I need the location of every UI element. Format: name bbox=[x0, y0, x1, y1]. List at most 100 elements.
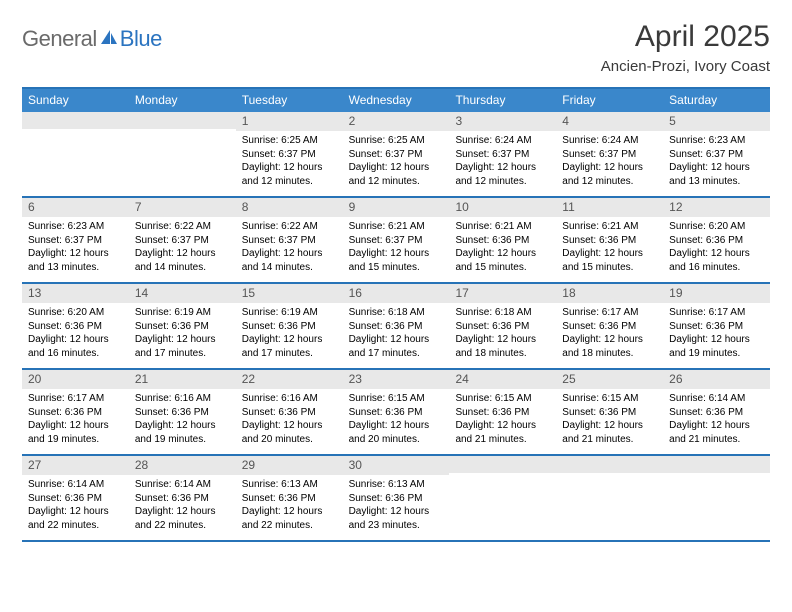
sunrise-line: Sunrise: 6:17 AM bbox=[562, 306, 657, 320]
sunrise-line: Sunrise: 6:21 AM bbox=[349, 220, 444, 234]
day-body: Sunrise: 6:19 AMSunset: 6:36 PMDaylight:… bbox=[129, 303, 236, 364]
day-number: 25 bbox=[556, 370, 663, 389]
sunrise-line: Sunrise: 6:22 AM bbox=[242, 220, 337, 234]
calendar-cell: 9Sunrise: 6:21 AMSunset: 6:37 PMDaylight… bbox=[343, 198, 450, 282]
calendar-cell: 13Sunrise: 6:20 AMSunset: 6:36 PMDayligh… bbox=[22, 284, 129, 368]
day-body: Sunrise: 6:16 AMSunset: 6:36 PMDaylight:… bbox=[236, 389, 343, 450]
sunrise-line: Sunrise: 6:19 AM bbox=[242, 306, 337, 320]
day-body: Sunrise: 6:14 AMSunset: 6:36 PMDaylight:… bbox=[129, 475, 236, 536]
sunrise-line: Sunrise: 6:16 AM bbox=[242, 392, 337, 406]
day-body: Sunrise: 6:23 AMSunset: 6:37 PMDaylight:… bbox=[22, 217, 129, 278]
day-number: 14 bbox=[129, 284, 236, 303]
day-body: Sunrise: 6:17 AMSunset: 6:36 PMDaylight:… bbox=[663, 303, 770, 364]
day-body: Sunrise: 6:14 AMSunset: 6:36 PMDaylight:… bbox=[22, 475, 129, 536]
daylight-line: Daylight: 12 hours and 18 minutes. bbox=[562, 333, 657, 360]
brand-text-2: Blue bbox=[120, 26, 162, 52]
sunset-line: Sunset: 6:37 PM bbox=[455, 148, 550, 162]
day-number bbox=[22, 112, 129, 129]
day-body: Sunrise: 6:21 AMSunset: 6:36 PMDaylight:… bbox=[449, 217, 556, 278]
sunrise-line: Sunrise: 6:24 AM bbox=[562, 134, 657, 148]
day-body: Sunrise: 6:21 AMSunset: 6:36 PMDaylight:… bbox=[556, 217, 663, 278]
sunrise-line: Sunrise: 6:24 AM bbox=[455, 134, 550, 148]
sunrise-line: Sunrise: 6:13 AM bbox=[349, 478, 444, 492]
calendar-cell: 5Sunrise: 6:23 AMSunset: 6:37 PMDaylight… bbox=[663, 112, 770, 196]
calendar-cell bbox=[22, 112, 129, 196]
calendar-cell: 29Sunrise: 6:13 AMSunset: 6:36 PMDayligh… bbox=[236, 456, 343, 540]
day-number: 10 bbox=[449, 198, 556, 217]
day-number: 1 bbox=[236, 112, 343, 131]
sunset-line: Sunset: 6:36 PM bbox=[455, 320, 550, 334]
day-body: Sunrise: 6:18 AMSunset: 6:36 PMDaylight:… bbox=[343, 303, 450, 364]
daylight-line: Daylight: 12 hours and 14 minutes. bbox=[135, 247, 230, 274]
day-number bbox=[129, 112, 236, 129]
daylight-line: Daylight: 12 hours and 19 minutes. bbox=[135, 419, 230, 446]
day-number: 11 bbox=[556, 198, 663, 217]
sunset-line: Sunset: 6:37 PM bbox=[349, 234, 444, 248]
daylight-line: Daylight: 12 hours and 18 minutes. bbox=[455, 333, 550, 360]
day-header-wednesday: Wednesday bbox=[343, 89, 450, 112]
calendar-cell: 12Sunrise: 6:20 AMSunset: 6:36 PMDayligh… bbox=[663, 198, 770, 282]
calendar-cell: 1Sunrise: 6:25 AMSunset: 6:37 PMDaylight… bbox=[236, 112, 343, 196]
sunset-line: Sunset: 6:36 PM bbox=[28, 320, 123, 334]
daylight-line: Daylight: 12 hours and 20 minutes. bbox=[349, 419, 444, 446]
calendar-cell: 30Sunrise: 6:13 AMSunset: 6:36 PMDayligh… bbox=[343, 456, 450, 540]
daylight-line: Daylight: 12 hours and 22 minutes. bbox=[28, 505, 123, 532]
sunset-line: Sunset: 6:36 PM bbox=[455, 234, 550, 248]
day-body: Sunrise: 6:24 AMSunset: 6:37 PMDaylight:… bbox=[449, 131, 556, 192]
day-body: Sunrise: 6:22 AMSunset: 6:37 PMDaylight:… bbox=[129, 217, 236, 278]
day-header-thursday: Thursday bbox=[449, 89, 556, 112]
day-body: Sunrise: 6:23 AMSunset: 6:37 PMDaylight:… bbox=[663, 131, 770, 192]
day-header-tuesday: Tuesday bbox=[236, 89, 343, 112]
calendar-cell: 16Sunrise: 6:18 AMSunset: 6:36 PMDayligh… bbox=[343, 284, 450, 368]
daylight-line: Daylight: 12 hours and 19 minutes. bbox=[669, 333, 764, 360]
day-number: 13 bbox=[22, 284, 129, 303]
calendar-cell: 10Sunrise: 6:21 AMSunset: 6:36 PMDayligh… bbox=[449, 198, 556, 282]
calendar-cell: 11Sunrise: 6:21 AMSunset: 6:36 PMDayligh… bbox=[556, 198, 663, 282]
daylight-line: Daylight: 12 hours and 15 minutes. bbox=[455, 247, 550, 274]
day-number: 27 bbox=[22, 456, 129, 475]
calendar: Sunday Monday Tuesday Wednesday Thursday… bbox=[22, 87, 770, 542]
sunset-line: Sunset: 6:36 PM bbox=[135, 320, 230, 334]
day-body: Sunrise: 6:17 AMSunset: 6:36 PMDaylight:… bbox=[22, 389, 129, 450]
day-number: 9 bbox=[343, 198, 450, 217]
sunrise-line: Sunrise: 6:20 AM bbox=[669, 220, 764, 234]
day-number: 15 bbox=[236, 284, 343, 303]
sunset-line: Sunset: 6:37 PM bbox=[562, 148, 657, 162]
brand-sail-icon bbox=[99, 28, 119, 51]
day-number: 22 bbox=[236, 370, 343, 389]
sunrise-line: Sunrise: 6:15 AM bbox=[562, 392, 657, 406]
daylight-line: Daylight: 12 hours and 17 minutes. bbox=[135, 333, 230, 360]
calendar-cell bbox=[556, 456, 663, 540]
sunrise-line: Sunrise: 6:13 AM bbox=[242, 478, 337, 492]
sunrise-line: Sunrise: 6:23 AM bbox=[28, 220, 123, 234]
day-number: 5 bbox=[663, 112, 770, 131]
daylight-line: Daylight: 12 hours and 22 minutes. bbox=[242, 505, 337, 532]
title-block: April 2025 Ancien-Prozi, Ivory Coast bbox=[601, 20, 770, 75]
day-body: Sunrise: 6:13 AMSunset: 6:36 PMDaylight:… bbox=[343, 475, 450, 536]
sunset-line: Sunset: 6:37 PM bbox=[242, 234, 337, 248]
calendar-cell bbox=[129, 112, 236, 196]
day-number: 2 bbox=[343, 112, 450, 131]
day-body: Sunrise: 6:14 AMSunset: 6:36 PMDaylight:… bbox=[663, 389, 770, 450]
daylight-line: Daylight: 12 hours and 13 minutes. bbox=[28, 247, 123, 274]
calendar-cell: 18Sunrise: 6:17 AMSunset: 6:36 PMDayligh… bbox=[556, 284, 663, 368]
calendar-cell: 26Sunrise: 6:14 AMSunset: 6:36 PMDayligh… bbox=[663, 370, 770, 454]
sunrise-line: Sunrise: 6:17 AM bbox=[28, 392, 123, 406]
day-header-row: Sunday Monday Tuesday Wednesday Thursday… bbox=[22, 89, 770, 112]
daylight-line: Daylight: 12 hours and 12 minutes. bbox=[242, 161, 337, 188]
day-header-saturday: Saturday bbox=[663, 89, 770, 112]
sunrise-line: Sunrise: 6:18 AM bbox=[455, 306, 550, 320]
sunset-line: Sunset: 6:36 PM bbox=[135, 406, 230, 420]
sunset-line: Sunset: 6:36 PM bbox=[242, 492, 337, 506]
day-body: Sunrise: 6:20 AMSunset: 6:36 PMDaylight:… bbox=[22, 303, 129, 364]
sunset-line: Sunset: 6:36 PM bbox=[669, 320, 764, 334]
sunset-line: Sunset: 6:37 PM bbox=[349, 148, 444, 162]
day-number: 12 bbox=[663, 198, 770, 217]
sunset-line: Sunset: 6:36 PM bbox=[455, 406, 550, 420]
calendar-week: 20Sunrise: 6:17 AMSunset: 6:36 PMDayligh… bbox=[22, 370, 770, 456]
day-body: Sunrise: 6:21 AMSunset: 6:37 PMDaylight:… bbox=[343, 217, 450, 278]
sunrise-line: Sunrise: 6:21 AM bbox=[455, 220, 550, 234]
sunset-line: Sunset: 6:36 PM bbox=[242, 406, 337, 420]
daylight-line: Daylight: 12 hours and 15 minutes. bbox=[562, 247, 657, 274]
calendar-cell: 3Sunrise: 6:24 AMSunset: 6:37 PMDaylight… bbox=[449, 112, 556, 196]
